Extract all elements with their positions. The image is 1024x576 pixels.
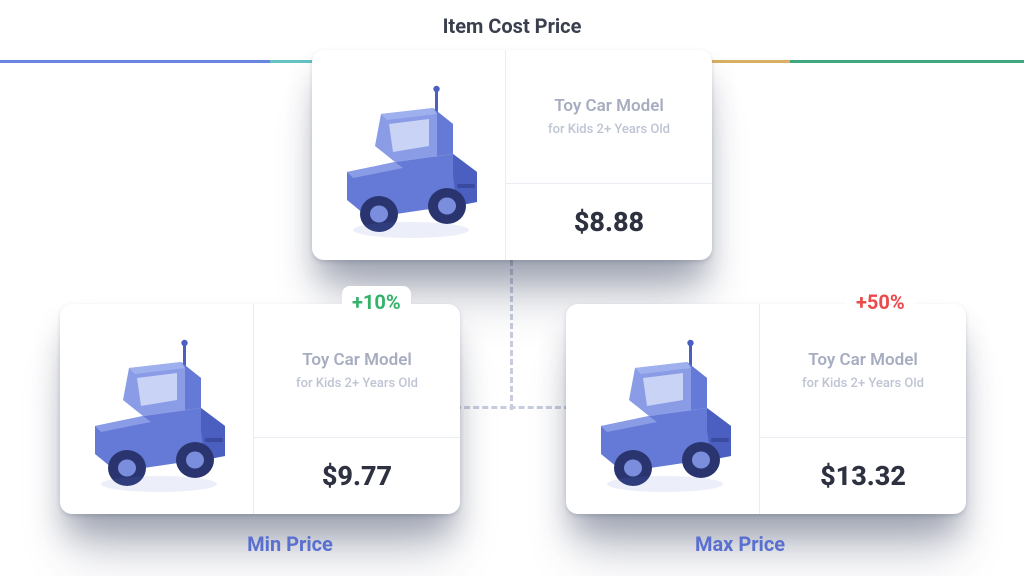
- heading-max-price: Max Price: [560, 532, 920, 556]
- card-max-price: +50% Toy Car Model for Kids 2+ Years Old…: [566, 304, 966, 514]
- badge-min-percent: +10%: [342, 286, 411, 318]
- card-cost-price: Toy Car Model for Kids 2+ Years Old $8.8…: [312, 50, 712, 260]
- product-title: Toy Car Model: [302, 350, 412, 370]
- bg-bar-green: [790, 60, 1024, 63]
- toy-car-icon: [325, 76, 493, 244]
- connector-horizontal: [455, 406, 570, 409]
- card-image-area: [566, 304, 760, 514]
- card-min-price: +10% Toy Car Model for Kids 2+ Years Old…: [60, 304, 460, 514]
- connector-vertical: [510, 260, 513, 410]
- product-title: Toy Car Model: [554, 96, 664, 116]
- heading-min-price: Min Price: [110, 532, 470, 556]
- card-info: Toy Car Model for Kids 2+ Years Old $8.8…: [506, 50, 712, 260]
- heading-cost-price: Item Cost Price: [0, 14, 1024, 38]
- card-title-block: Toy Car Model for Kids 2+ Years Old: [506, 50, 712, 184]
- toy-car-icon: [73, 330, 241, 498]
- card-info: Toy Car Model for Kids 2+ Years Old $13.…: [760, 304, 966, 514]
- card-title-block: Toy Car Model for Kids 2+ Years Old: [254, 304, 460, 438]
- product-subtitle: for Kids 2+ Years Old: [296, 376, 418, 391]
- price-value: $9.77: [322, 460, 392, 492]
- product-title: Toy Car Model: [808, 350, 918, 370]
- price-value: $13.32: [820, 460, 906, 492]
- card-image-area: [312, 50, 506, 260]
- card-title-block: Toy Car Model for Kids 2+ Years Old: [760, 304, 966, 438]
- card-price-block: $8.88: [506, 184, 712, 260]
- product-subtitle: for Kids 2+ Years Old: [802, 376, 924, 391]
- toy-car-icon: [579, 330, 747, 498]
- card-price-block: $13.32: [760, 438, 966, 514]
- card-info: Toy Car Model for Kids 2+ Years Old $9.7…: [254, 304, 460, 514]
- card-price-block: $9.77: [254, 438, 460, 514]
- price-value: $8.88: [574, 206, 644, 238]
- product-subtitle: for Kids 2+ Years Old: [548, 122, 670, 137]
- bg-bar-blue: [0, 60, 270, 63]
- badge-max-percent: +50%: [846, 286, 915, 318]
- card-image-area: [60, 304, 254, 514]
